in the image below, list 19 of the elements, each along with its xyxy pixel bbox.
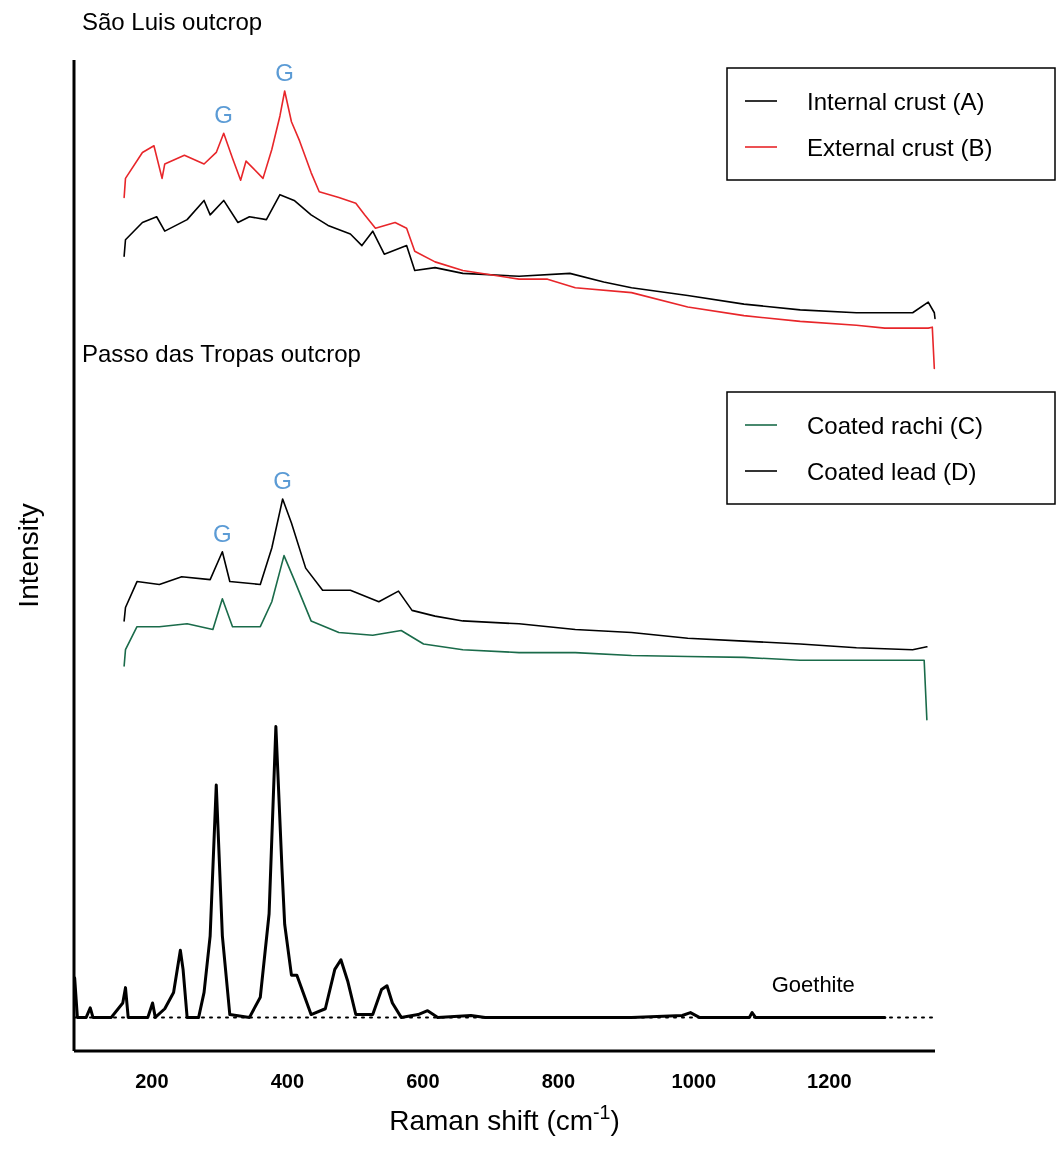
legend-label: Internal crust (A) bbox=[807, 88, 985, 115]
annotation: Passo das Tropas outcrop bbox=[82, 340, 361, 367]
x-tick-label: 600 bbox=[406, 1070, 440, 1092]
legend-label: External crust (B) bbox=[807, 134, 993, 161]
annotation: G bbox=[275, 59, 295, 86]
series-label: Goethite bbox=[771, 972, 855, 998]
annotation: G bbox=[273, 467, 292, 494]
y-axis-title: Intensity bbox=[13, 503, 44, 608]
legend-label: Coated rachi (C) bbox=[807, 412, 984, 439]
text: São Luis outcrop bbox=[82, 8, 263, 35]
annotation: G bbox=[214, 101, 234, 129]
x-tick-label: 1000 bbox=[671, 1070, 717, 1092]
x-tick-label: 200 bbox=[135, 1070, 169, 1092]
x-tick-label: 1200 bbox=[807, 1070, 852, 1092]
x-tick-label: 800 bbox=[541, 1070, 576, 1092]
legend-label: Coated lead (D) bbox=[807, 458, 977, 485]
annotation: G bbox=[213, 519, 232, 547]
x-axis-title: Raman shift (cm$^{-1}$) bbox=[389, 1101, 620, 1136]
x-tick-label: 400 bbox=[270, 1070, 305, 1092]
